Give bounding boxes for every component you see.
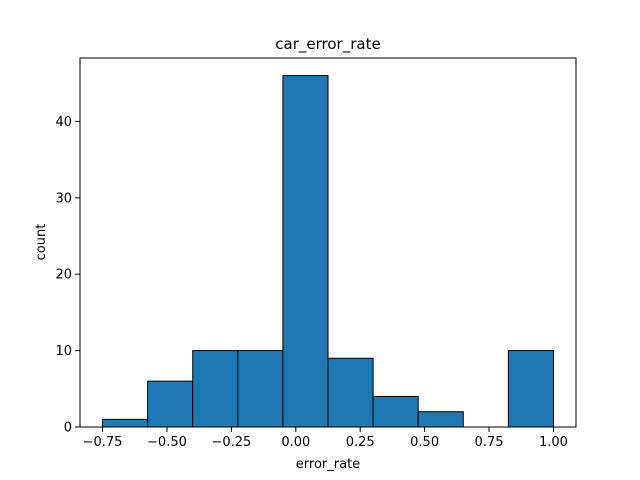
histogram-bar <box>327 357 374 428</box>
x-tick-label: −0.25 <box>211 435 251 450</box>
y-tick-label: 10 <box>55 344 72 359</box>
x-tick-label: 0.75 <box>475 435 504 450</box>
histogram-bar <box>192 350 239 428</box>
y-tick-label: 0 <box>64 421 72 436</box>
chart-title: car_error_rate <box>275 35 380 54</box>
x-tick-label: 0.00 <box>281 435 310 450</box>
y-axis-label: count <box>34 224 49 261</box>
histogram-bar <box>237 350 284 428</box>
histogram-bar <box>372 395 419 428</box>
x-tick-label: 1.00 <box>539 435 568 450</box>
y-tick-label: 40 <box>55 115 72 130</box>
y-tick-label: 30 <box>55 191 72 206</box>
histogram-bar <box>282 75 329 428</box>
y-axis-ticks: 0 10 20 30 40 <box>55 115 80 436</box>
x-tick-label: 0.50 <box>410 435 439 450</box>
plot-area-frame <box>79 57 577 428</box>
x-tick-label: −0.50 <box>147 435 187 450</box>
bars-group <box>102 75 554 428</box>
x-axis-label: error_rate <box>296 457 360 472</box>
y-tick-label: 20 <box>55 268 72 283</box>
histogram-bar <box>147 380 194 428</box>
x-axis-ticks: −0.75 −0.50 −0.25 0.00 0.25 0.50 0.75 1.00 <box>83 427 568 450</box>
histogram-bar <box>102 418 149 428</box>
x-tick-label: −0.75 <box>83 435 123 450</box>
x-tick-label: 0.25 <box>346 435 375 450</box>
histogram-bar <box>507 350 554 428</box>
histogram-bar <box>417 411 464 428</box>
